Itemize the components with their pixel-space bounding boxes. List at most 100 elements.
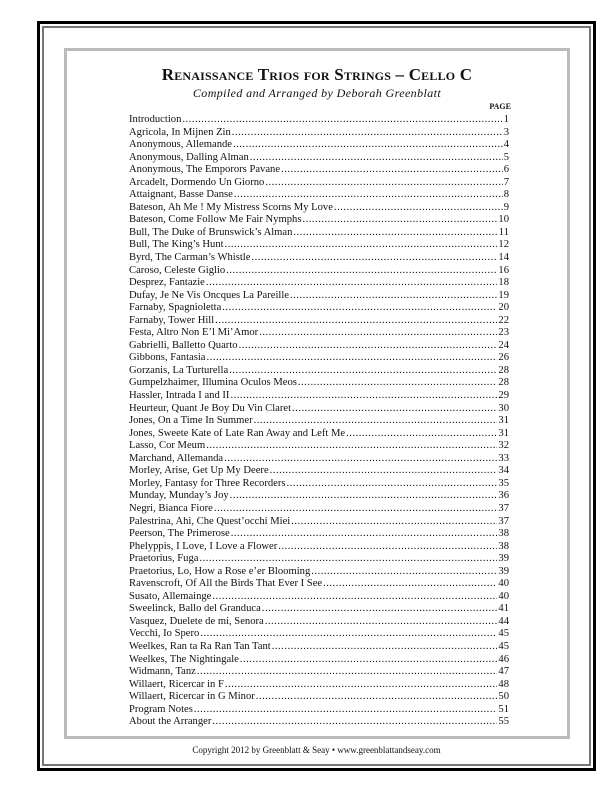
toc-entry: Gibbons, Fantasia 26 — [129, 352, 509, 365]
toc-entry-page: 9 — [503, 201, 509, 213]
toc-entry: Jones, Sweete Kate of Late Ran Away and … — [129, 428, 509, 441]
toc-entry: Anonymous, Allemande 4 — [129, 139, 509, 152]
dot-leader — [254, 415, 498, 428]
toc-entry-title: Willaert, Ricercar in F — [129, 678, 224, 690]
toc-entry: Bull, The King’s Hunt 12 — [129, 239, 509, 252]
toc-entry-title: Marchand, Allemanda — [129, 452, 224, 464]
toc-entry-title: Bateson, Come Follow Me Fair Nymphs — [129, 214, 302, 226]
toc-entry-title: Susato, Allemainge — [129, 590, 212, 602]
toc-entry-title: Munday, Munday’s Joy — [129, 490, 229, 502]
toc-entry-page: 6 — [503, 164, 509, 176]
toc-entry-title: Ravenscroft, Of All the Birds That Ever … — [129, 578, 323, 590]
dot-leader — [182, 114, 502, 127]
toc-entry-title: Introduction — [129, 114, 182, 125]
toc-entry: Gabrielli, Balletto Quarto 24 — [129, 340, 509, 353]
toc-entry: Willaert, Ricercar in G Minor 50 — [129, 691, 509, 704]
toc-entry-page: 11 — [498, 226, 509, 238]
dot-leader — [199, 553, 497, 566]
dot-leader — [323, 578, 497, 591]
toc-entry-title: Festa, Altro Non E’l Mi’Amor — [129, 327, 259, 339]
toc-entry-title: Attaignant, Basse Danse — [129, 189, 233, 201]
toc-entry-title: Morley, Fantasy for Three Recorders — [129, 477, 286, 489]
toc-entry-title: Gabrielli, Balletto Quarto — [129, 339, 238, 351]
toc-entry: Willaert, Ricercar in F 48 — [129, 679, 509, 692]
toc-entry: Byrd, The Carman’s Whistle 14 — [129, 252, 509, 265]
toc-entry: Munday, Munday’s Joy 36 — [129, 490, 509, 503]
toc-entry-page: 3 — [503, 126, 509, 138]
dot-leader — [222, 302, 497, 315]
toc-entry-page: 7 — [503, 176, 509, 188]
dot-leader — [239, 340, 498, 353]
dot-leader — [262, 603, 498, 616]
page-column-label: PAGE — [489, 102, 511, 111]
toc-entry: Peerson, The Primerose 38 — [129, 528, 509, 541]
dot-leader — [270, 465, 498, 478]
toc-entry: Festa, Altro Non E’l Mi’Amor 23 — [129, 327, 509, 340]
dot-leader — [250, 152, 503, 165]
toc-entry: Morley, Arise, Get Up My Deere 34 — [129, 465, 509, 478]
toc-entry-page: 30 — [498, 402, 509, 414]
toc-entry-page: 14 — [498, 252, 509, 264]
toc-entry-page: 36 — [498, 490, 509, 502]
toc-entry-page: 38 — [498, 528, 509, 540]
copyright-footer: Copyright 2012 by Greenblatt & Seay • ww… — [192, 745, 441, 755]
dot-leader — [206, 277, 498, 290]
toc-entry: Attaignant, Basse Danse 8 — [129, 189, 509, 202]
toc-entry-page: 20 — [498, 302, 509, 314]
dot-leader — [212, 591, 497, 604]
dot-leader — [233, 139, 503, 152]
toc-entry: Palestrina, Ahi, Che Quest’occhi Miei 37 — [129, 516, 509, 529]
dot-leader — [214, 503, 498, 516]
toc-entry-page: 45 — [498, 640, 509, 652]
toc-entry-title: Vecchi, Io Spero — [129, 628, 200, 640]
toc-entry-title: Palestrina, Ahi, Che Quest’occhi Miei — [129, 515, 291, 527]
dot-leader — [200, 628, 497, 641]
dot-leader — [265, 616, 498, 629]
toc-entry-page: 33 — [498, 452, 509, 464]
dot-leader — [232, 127, 503, 140]
toc-entry-title: Praetorius, Lo, How a Rose e’er Blooming — [129, 565, 311, 577]
toc-entry-page: 46 — [498, 653, 509, 665]
dot-leader — [265, 177, 502, 190]
toc-entry-page: 22 — [498, 314, 509, 326]
dot-leader — [311, 566, 497, 579]
toc-entry-title: Phelyppis, I Love, I Love a Flower — [129, 540, 278, 552]
toc-entry: Vasquez, Duelete de mi, Senora 44 — [129, 616, 509, 629]
toc-entry-page: 18 — [498, 277, 509, 289]
toc-entry: Desprez, Fantazie 18 — [129, 277, 509, 290]
toc-entry: Hassler, Intrada I and II 29 — [129, 390, 509, 403]
toc-entry: Bull, The Duke of Brunswick’s Alman 11 — [129, 227, 509, 240]
toc-entry-page: 40 — [498, 590, 509, 602]
toc-entry-page: 47 — [498, 666, 509, 678]
toc-entry: Susato, Allemainge 40 — [129, 591, 509, 604]
toc-entry-page: 4 — [503, 139, 509, 151]
toc-entry-page: 16 — [498, 264, 509, 276]
toc-entry-title: Peerson, The Primerose — [129, 528, 230, 540]
toc-entry-page: 38 — [498, 540, 509, 552]
toc-entry: Praetorius, Lo, How a Rose e’er Blooming… — [129, 566, 509, 579]
toc-entry: Caroso, Celeste Giglio 16 — [129, 265, 509, 278]
toc-entry-title: Lasso, Cor Meum — [129, 440, 206, 452]
toc-entry-title: Gibbons, Fantasia — [129, 352, 206, 364]
dot-leader — [281, 164, 503, 177]
toc-entry: Weelkes, The Nightingale 46 — [129, 654, 509, 667]
dot-leader — [207, 352, 498, 365]
toc-entry: Sweelinck, Ballo del Granduca 41 — [129, 603, 509, 616]
dot-leader — [225, 679, 498, 692]
page-frame-inner — [42, 26, 591, 766]
toc-entry-title: Bull, The King’s Hunt — [129, 239, 224, 251]
toc-entry-page: 32 — [498, 440, 509, 452]
toc-entry: Widmann, Tanz 47 — [129, 666, 509, 679]
dot-leader — [293, 227, 497, 240]
toc-entry-page: 48 — [498, 678, 509, 690]
toc-entry-title: Farnaby, Tower Hill — [129, 314, 215, 326]
toc-entry: Farnaby, Tower Hill 22 — [129, 315, 509, 328]
toc-entry: Anonymous, The Emporors Pavane 6 — [129, 164, 509, 177]
page-frame — [37, 21, 596, 771]
toc-entry-page: 44 — [498, 615, 509, 627]
toc-entry: Gumpelzhaimer, Illumina Oculos Meos 28 — [129, 377, 509, 390]
toc-entry: Dufay, Je Ne Vis Oncques La Pareille 19 — [129, 290, 509, 303]
toc-entry-page: 34 — [498, 465, 509, 477]
toc-entry: Phelyppis, I Love, I Love a Flower 38 — [129, 541, 509, 554]
dot-leader — [334, 202, 503, 215]
